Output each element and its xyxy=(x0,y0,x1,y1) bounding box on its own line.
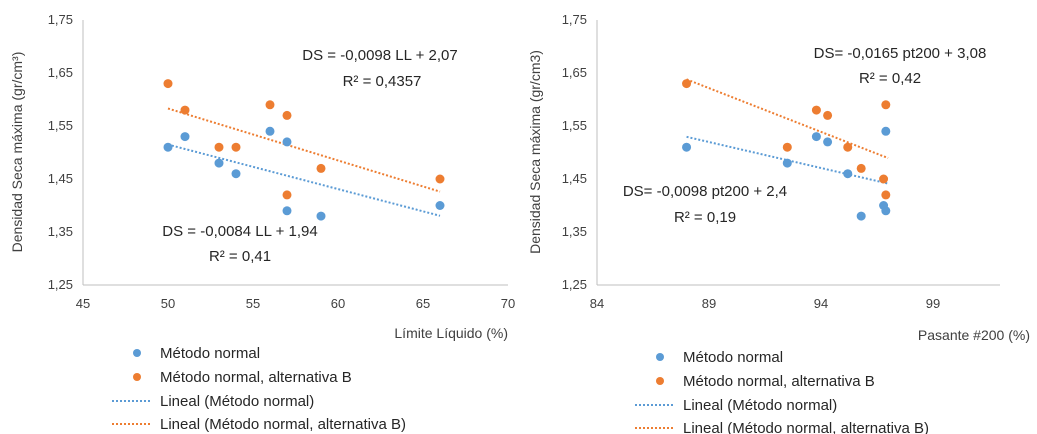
chart1-trendline-orange xyxy=(167,107,441,193)
legend-item: Método normal xyxy=(683,349,783,366)
chart2-point-blue xyxy=(856,211,866,221)
chart2-point-orange xyxy=(879,174,889,184)
chart2-y-tick: 1,75 xyxy=(562,12,587,27)
chart1-x-tick: 70 xyxy=(501,296,515,311)
chart2-x-tick: 99 xyxy=(926,296,940,311)
legend-marker-blue xyxy=(656,353,664,361)
chart2-x-tick: 89 xyxy=(702,296,716,311)
chart2-trendline-orange xyxy=(686,78,889,159)
chart1-point-orange xyxy=(316,163,326,173)
chart1-x-axis-label: Límite Líquido (%) xyxy=(394,325,508,341)
chart1-point-orange xyxy=(163,79,173,89)
chart1-point-blue xyxy=(282,206,292,216)
chart1-orange-equation: DS = -0,0098 LL + 2,07 xyxy=(302,47,457,64)
chart2-point-blue xyxy=(811,132,821,142)
chart1-x-tick: 65 xyxy=(416,296,430,311)
chart2-y-tick: 1,45 xyxy=(562,171,587,186)
legend-item: Lineal (Método normal) xyxy=(160,393,314,410)
chart1-trendlines xyxy=(167,107,441,217)
chart2-y-tick: 1,25 xyxy=(562,277,587,292)
chart2-point-blue xyxy=(843,169,853,179)
chart2-points xyxy=(682,79,891,221)
chart1-y-tick: 1,55 xyxy=(48,118,73,133)
chart2-trendlines xyxy=(686,78,889,185)
chart2-orange-r2: R² = 0,42 xyxy=(859,70,921,87)
chart1-x-tick: 50 xyxy=(161,296,175,311)
chart1-y-axis-label: Densidad Seca máxima (gr/cm³) xyxy=(9,52,25,253)
legend-item: Método normal xyxy=(160,345,260,362)
chart2-point-orange xyxy=(782,142,792,152)
chart2-point-blue xyxy=(823,137,833,147)
chart2-point-orange xyxy=(823,110,833,120)
chart1-x-tick: 55 xyxy=(246,296,260,311)
legend-right: Método normal Método normal, alternativa… xyxy=(635,349,929,434)
chart2-y-tick: 1,65 xyxy=(562,65,587,80)
legend-left: Método normal Método normal, alternativa… xyxy=(112,345,406,433)
chart1-x-tick: 45 xyxy=(76,296,90,311)
legend-item: Lineal (Método normal) xyxy=(683,397,837,414)
chart2-x-axis-label: Pasante #200 (%) xyxy=(918,327,1030,343)
chart2-y-tick: 1,35 xyxy=(562,224,587,239)
chart1-point-blue xyxy=(435,201,445,210)
chart2-point-blue xyxy=(881,206,891,216)
chart1-point-orange xyxy=(180,105,190,115)
chart-pasante-200: 1,25 1,35 1,45 1,55 1,65 1,75 84 89 94 9… xyxy=(527,12,1030,343)
chart2-point-blue xyxy=(881,126,891,136)
chart1-point-blue xyxy=(231,169,241,179)
legend-item: Método normal, alternativa B xyxy=(160,369,352,386)
chart1-orange-r2: R² = 0,4357 xyxy=(343,73,422,90)
chart1-blue-equation: DS = -0,0084 LL + 1,94 xyxy=(162,223,317,240)
chart2-point-orange xyxy=(682,79,692,89)
chart1-blue-r2: R² = 0,41 xyxy=(209,248,271,265)
chart2-trendline-blue xyxy=(686,135,889,185)
chart1-y-tick: 1,35 xyxy=(48,224,73,239)
chart1-y-tick: 1,25 xyxy=(48,277,73,292)
chart2-blue-equation: DS= -0,0098 pt200 + 2,4 xyxy=(623,183,787,200)
chart1-point-blue xyxy=(316,211,326,221)
chart1-point-blue xyxy=(214,158,224,168)
chart2-y-axis-label: Densidad Seca máxima (gr/cm3) xyxy=(527,50,543,254)
legend-item: Lineal (Método normal, alternativa B) xyxy=(160,416,406,433)
chart1-point-orange xyxy=(282,190,292,200)
chart2-point-orange xyxy=(856,163,866,173)
chart2-point-orange xyxy=(881,100,891,110)
legend-item: Método normal, alternativa B xyxy=(683,373,875,390)
chart1-point-orange xyxy=(282,110,292,120)
chart1-point-blue xyxy=(282,137,292,147)
chart1-point-orange xyxy=(265,100,275,110)
chart1-point-blue xyxy=(163,142,173,152)
chart1-point-blue xyxy=(180,132,190,142)
chart2-point-blue xyxy=(782,158,792,168)
chart2-blue-r2: R² = 0,19 xyxy=(674,209,736,226)
legend-marker-blue xyxy=(133,349,141,357)
chart2-point-orange xyxy=(843,142,853,152)
chart1-y-tick: 1,45 xyxy=(48,171,73,186)
chart2-point-orange xyxy=(811,105,821,115)
chart1-points xyxy=(163,79,445,221)
chart1-y-tick: 1,75 xyxy=(48,12,73,27)
chart2-point-blue xyxy=(682,142,692,152)
chart2-y-tick: 1,55 xyxy=(562,118,587,133)
chart2-x-tick: 94 xyxy=(814,296,828,311)
chart1-point-orange xyxy=(435,174,445,184)
chart1-point-blue xyxy=(265,126,275,136)
chart2-x-tick: 84 xyxy=(590,296,604,311)
legend-marker-orange xyxy=(133,373,141,381)
legend-item: Lineal (Método normal, alternativa B) xyxy=(683,420,929,434)
chart2-orange-equation: DS= -0,0165 pt200 + 3,08 xyxy=(814,45,987,62)
chart1-point-orange xyxy=(231,142,241,152)
chart1-trendline-blue xyxy=(167,143,441,217)
chart1-x-tick: 60 xyxy=(331,296,345,311)
chart2-point-orange xyxy=(881,190,891,200)
chart1-point-orange xyxy=(214,142,224,152)
chart1-y-tick: 1,65 xyxy=(48,65,73,80)
legend-marker-orange xyxy=(656,377,664,385)
chart-liquid-limit: 1,25 1,35 1,45 1,55 1,65 1,75 45 50 55 6… xyxy=(9,12,515,341)
